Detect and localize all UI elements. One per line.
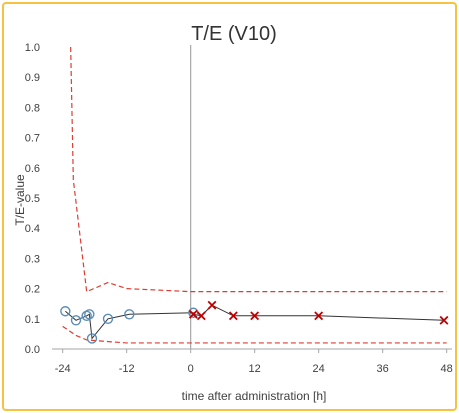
x-tick-label: -24: [55, 363, 71, 375]
post-administration-point: [188, 309, 198, 319]
post-administration-point: [439, 315, 449, 325]
pre-administration-point: [102, 313, 114, 324]
x-tick-label: 48: [441, 363, 453, 375]
pre-administration-point: [60, 306, 71, 317]
upper-limit-line: [70, 46, 447, 293]
y-tick-label: 0.9: [25, 72, 40, 84]
x-tick-label: 24: [313, 363, 325, 375]
pre-administration-point: [84, 309, 95, 320]
measured-trend-line: [65, 304, 445, 340]
y-tick-label: 0.0: [25, 344, 40, 356]
y-tick-label: 0.8: [25, 102, 40, 114]
post-administration-point: [207, 300, 217, 310]
y-tick-label: 0.4: [25, 223, 40, 235]
x-axis-label: time after administration [h]: [182, 389, 327, 403]
chart-title: T/E (V10): [191, 23, 277, 45]
pre-administration-point: [81, 310, 92, 321]
y-tick-label: 0.2: [25, 284, 40, 296]
x-tick-label: 36: [377, 363, 389, 375]
y-tick-label: 0.7: [25, 133, 40, 145]
x-tick-label: -12: [119, 363, 135, 375]
y-tick-label: 1.0: [25, 42, 40, 54]
lower-limit-line: [62, 325, 447, 344]
pre-administration-point: [70, 315, 82, 326]
y-tick-label: 0.3: [25, 253, 40, 265]
pre-administration-point: [124, 309, 135, 320]
y-tick-label: 0.6: [25, 163, 40, 175]
y-axis-label: T/E-value: [13, 174, 27, 226]
post-administration-point: [314, 311, 324, 321]
y-tick-label: 0.1: [25, 314, 40, 326]
post-administration-point: [196, 311, 206, 321]
post-administration-point: [228, 311, 238, 321]
y-tick-label: 0.5: [25, 193, 40, 205]
post-administration-point: [250, 311, 260, 321]
x-tick-label: 12: [249, 363, 261, 375]
pre-administration-point: [86, 333, 98, 344]
x-tick-label: 0: [188, 363, 194, 375]
plot-area: 0.0 0.1 0.2 0.3 0.4 0.5 0.6 0.7 0.8 0.9 1.0 -24 -12 0…: [25, 42, 453, 375]
